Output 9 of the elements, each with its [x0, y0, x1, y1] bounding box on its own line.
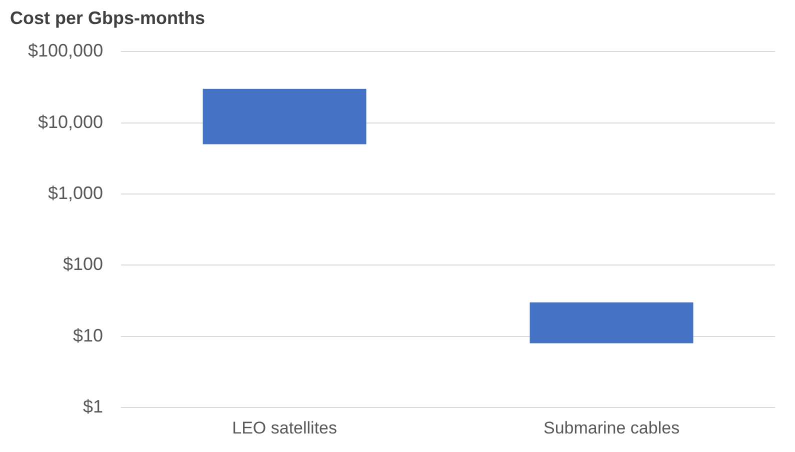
chart-title: Cost per Gbps-months [10, 8, 206, 28]
y-tick-label: $1,000 [48, 182, 104, 203]
y-tick-label: $100 [63, 254, 104, 274]
y-tick-label: $10,000 [38, 112, 104, 132]
x-tick-label: LEO satellites [232, 418, 337, 438]
x-tick-label: Submarine cables [543, 418, 680, 438]
y-tick-label: $1 [83, 396, 104, 417]
y-tick-label: $100,000 [28, 40, 104, 61]
y-tick-label: $10 [73, 325, 104, 346]
